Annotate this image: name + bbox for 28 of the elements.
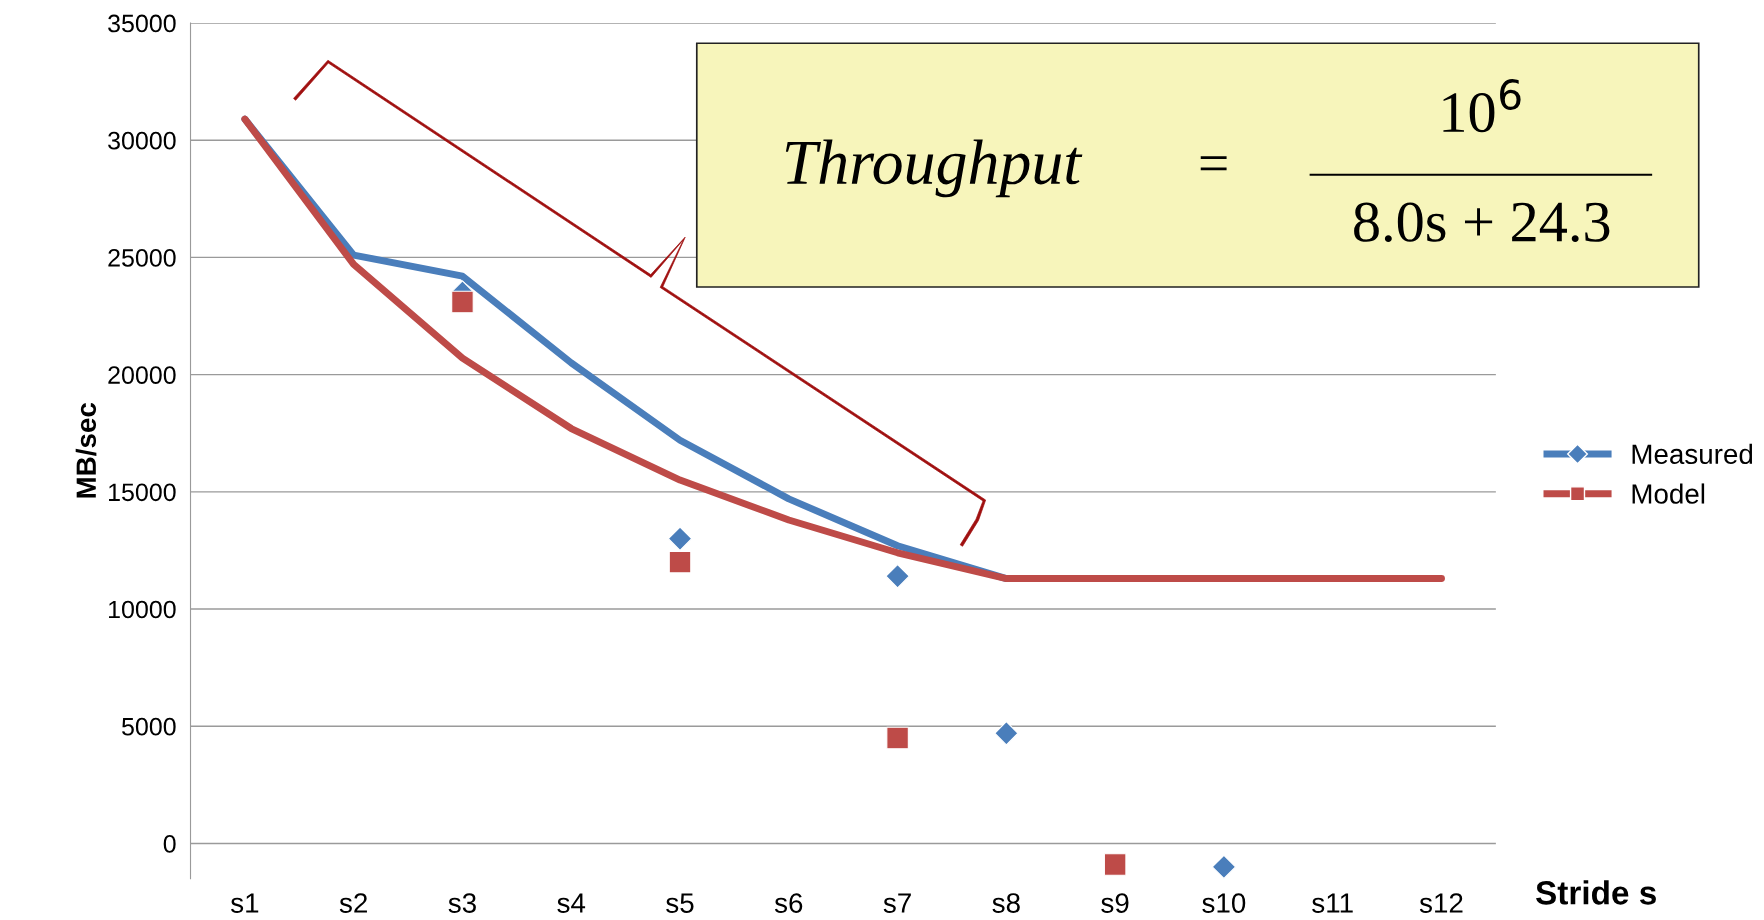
annotation: Throughput [785, 139, 1083, 198]
x-tick-label: s8 [992, 893, 1020, 913]
legend-label: Measured [1632, 443, 1753, 465]
y-tick-label: 35000 [108, 14, 176, 33]
x-tick-label: s3 [448, 893, 476, 913]
x-tick-label: s12 [1419, 893, 1463, 913]
x-tick-label: s1 [231, 893, 259, 913]
y-tick-label: 10000 [109, 600, 176, 619]
y-tick-label: 15000 [109, 483, 176, 502]
annotation: 10$^{6}$ [1443, 79, 1521, 133]
x-tick-label: s2 [339, 893, 367, 913]
x-tick-label: s9 [1101, 893, 1129, 913]
x-tick-label: s7 [883, 893, 911, 913]
annotation: 8.0s + 24.3 [1354, 202, 1610, 243]
annotation: = [1200, 156, 1227, 171]
x-tick-label: s6 [774, 893, 803, 913]
x-tick-label: s5 [666, 893, 694, 913]
y-tick-label: 5000 [122, 717, 176, 736]
y-axis-title: MB/sec [75, 402, 97, 498]
legend-label: Model [1632, 483, 1705, 504]
x-tick-label: s10 [1202, 893, 1246, 913]
x-axis-title: Stride s [1535, 880, 1656, 905]
x-tick-label: s4 [557, 893, 586, 913]
y-tick-label: 30000 [108, 131, 176, 150]
y-tick-label: 20000 [108, 366, 176, 384]
y-tick-label: 0 [163, 835, 176, 853]
y-tick-label: 25000 [108, 249, 176, 267]
x-tick-label: s11 [1312, 893, 1353, 913]
